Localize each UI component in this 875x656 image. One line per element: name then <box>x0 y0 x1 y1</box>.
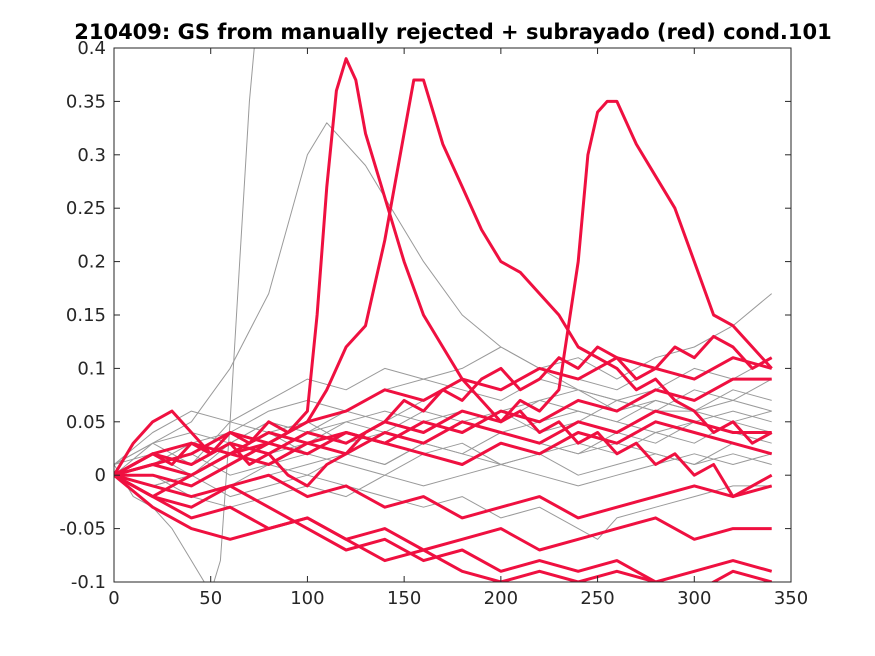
y-tick-label: 0.4 <box>77 38 106 59</box>
y-tick-label: 0 <box>95 465 106 486</box>
series-line-gray-14 <box>114 474 772 540</box>
x-tick-label: 50 <box>199 588 222 609</box>
y-tick-label: 0.25 <box>66 198 106 219</box>
x-tick-label: 200 <box>484 588 518 609</box>
chart-title: 210409: GS from manually rejected + subr… <box>74 20 832 44</box>
x-tick-label: 250 <box>580 588 614 609</box>
series-line-red-24 <box>114 356 773 477</box>
series-line-red-21 <box>114 377 772 477</box>
series-line-red-22 <box>114 409 772 477</box>
x-tick-label: 0 <box>108 588 119 609</box>
series-line-red-17 <box>114 99 773 477</box>
series-line-red-16 <box>114 78 773 499</box>
series-line-gray-4 <box>114 293 773 465</box>
series-line-red-25 <box>114 420 773 488</box>
x-tick-label: 150 <box>387 588 421 609</box>
y-tick-label: -0.05 <box>59 519 106 540</box>
series-line-gray-11 <box>114 453 772 508</box>
y-tick-label: 0.1 <box>77 358 106 379</box>
series-line-gray-9 <box>114 378 772 476</box>
y-tick-label: 0.05 <box>66 412 106 433</box>
y-tick-label: 0.2 <box>77 252 106 273</box>
series-line-red-23 <box>114 473 773 520</box>
x-tick-label: 350 <box>774 588 808 609</box>
series-line-red-19 <box>114 474 772 552</box>
x-tick-label: 100 <box>290 588 324 609</box>
y-tick-label: -0.1 <box>71 572 106 593</box>
series-line-red-20 <box>114 473 773 582</box>
x-tick-label: 300 <box>677 588 711 609</box>
y-tick-label: 0.3 <box>77 145 106 166</box>
y-tick-label: 0.15 <box>66 305 106 326</box>
y-tick-label: 0.35 <box>66 91 106 112</box>
axes-layer: 0 50 100 150 200 250 300 350 -0.1 -0.05 0 0.05 0.1 0.… <box>59 38 808 609</box>
series-layer <box>114 48 773 582</box>
series-line-red-26 <box>114 473 773 582</box>
